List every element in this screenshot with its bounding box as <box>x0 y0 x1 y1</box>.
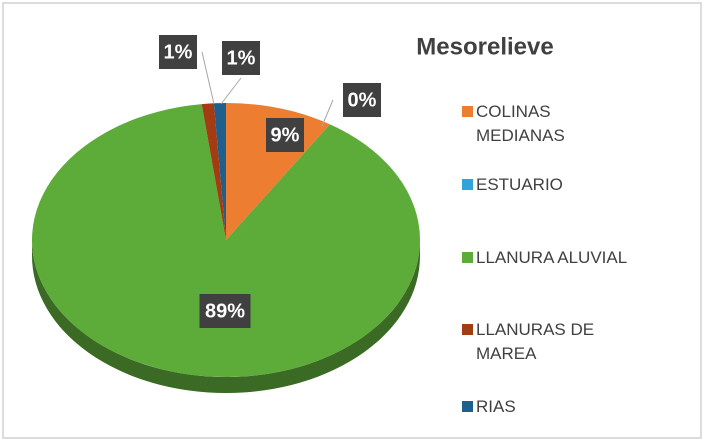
pie-slice <box>201 103 226 240</box>
data-label-box <box>343 83 381 117</box>
data-label: 0% <box>348 89 377 111</box>
data-label: 9% <box>271 124 300 146</box>
data-label-box <box>199 294 251 328</box>
data-label: 89% <box>205 300 245 322</box>
legend-swatch <box>462 252 473 263</box>
legend-item: RIAS <box>462 395 702 419</box>
leader-line <box>201 51 215 105</box>
legend-swatch <box>462 401 473 412</box>
legend-label: LLANURA ALUVIAL <box>476 248 628 267</box>
legend-item: COLINAS MEDIANAS <box>462 100 702 148</box>
data-label: 1% <box>164 41 193 63</box>
legend-swatch <box>462 106 473 117</box>
data-label-box <box>159 35 197 69</box>
legend-swatch <box>462 324 473 335</box>
legend-label: COLINAS MEDIANAS <box>476 102 565 145</box>
data-label: 1% <box>227 47 256 69</box>
leader-line <box>321 99 334 127</box>
legend-item: ESTUARIO <box>462 173 702 197</box>
data-label-box <box>222 41 260 75</box>
pie-slice <box>31 104 421 377</box>
leader-line <box>220 77 242 105</box>
data-label-box <box>266 118 304 152</box>
legend-label: ESTUARIO <box>476 175 563 194</box>
legend-item: LLANURA ALUVIAL <box>462 246 702 270</box>
pie-slice <box>213 103 226 240</box>
chart-title: Mesorelieve <box>416 33 553 60</box>
legend-swatch <box>462 179 473 190</box>
legend-label: LLANURAS DE MAREA <box>476 320 595 363</box>
legend-item: LLANURAS DE MAREA <box>462 318 702 366</box>
legend-label: RIAS <box>476 397 516 416</box>
